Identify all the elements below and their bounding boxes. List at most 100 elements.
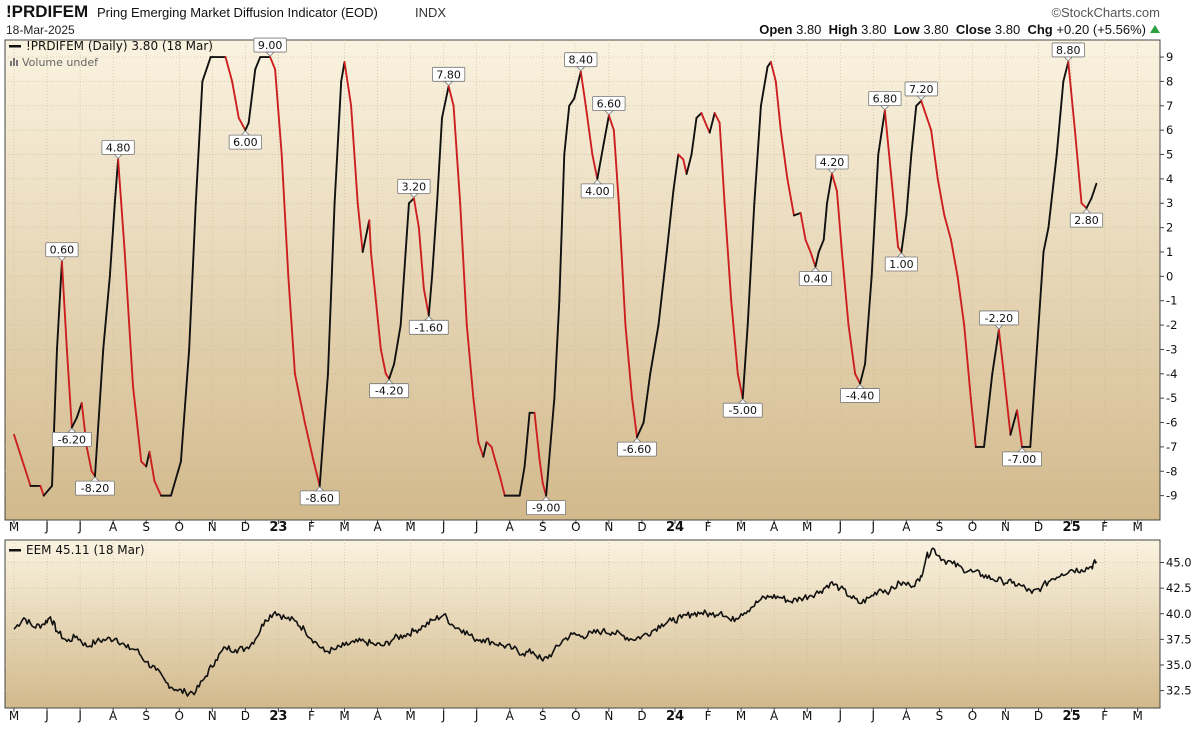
x-tick-label: D xyxy=(637,709,646,723)
series-segment xyxy=(148,450,156,482)
series-segment xyxy=(533,411,541,461)
series-segment xyxy=(287,275,296,375)
annotation-label: -5.00 xyxy=(729,404,757,417)
series-segment xyxy=(950,238,959,278)
annotation-pointer xyxy=(575,66,586,72)
annotation-label: 3.20 xyxy=(402,180,427,193)
annotation-label: 7.20 xyxy=(909,83,934,96)
y-tick-label: 1 xyxy=(1166,245,1173,259)
series-segment xyxy=(774,80,782,132)
annotation-label: -6.60 xyxy=(623,443,651,456)
x-tick-label: M xyxy=(802,520,812,534)
series-segment xyxy=(201,56,212,83)
series-segment xyxy=(840,251,850,327)
series-segment xyxy=(368,219,372,253)
annotation-pointer xyxy=(603,110,614,116)
x-tick-label: M xyxy=(9,709,19,723)
series-segment xyxy=(826,173,833,205)
y-tick-label: 5 xyxy=(1166,148,1173,162)
point-annotation: 7.20 xyxy=(904,81,938,101)
stockcharts-credit[interactable]: ©StockCharts.com xyxy=(1051,5,1160,20)
series-segment xyxy=(814,251,820,268)
high-value: 3.80 xyxy=(861,22,887,37)
series-segment xyxy=(369,251,377,302)
series-segment xyxy=(991,328,1000,375)
series-segment xyxy=(293,372,306,424)
series-segment xyxy=(713,112,721,124)
x-tick-label: N xyxy=(604,709,613,723)
series-segment xyxy=(518,465,526,497)
x-tick-label: A xyxy=(506,709,515,723)
series-segment xyxy=(85,445,93,473)
series-segment xyxy=(558,153,566,302)
y-tick-label: -2 xyxy=(1166,318,1177,332)
annotation-pointer xyxy=(1017,447,1027,453)
annotation-box xyxy=(815,154,849,170)
series-segment xyxy=(1062,60,1070,83)
series-segment xyxy=(102,275,111,351)
annotation-label: 4.80 xyxy=(106,141,131,154)
series-segment xyxy=(224,56,234,83)
series-segment xyxy=(1009,409,1019,436)
x-tick-label: A xyxy=(109,709,118,723)
series-segment xyxy=(642,372,652,424)
point-annotation: 6.00 xyxy=(228,130,262,150)
series-segment xyxy=(51,348,58,487)
series-segment xyxy=(793,212,802,217)
price-legend-swatch xyxy=(9,549,21,552)
x-tick-label: O xyxy=(175,520,184,534)
series-segment xyxy=(636,421,645,439)
series-segment xyxy=(280,153,290,278)
series-segment xyxy=(490,445,496,461)
point-annotation: -6.20 xyxy=(51,427,92,447)
annotation-label: 2.80 xyxy=(1074,214,1099,227)
x-tick-label: O xyxy=(175,709,184,723)
y-tick-label: 9 xyxy=(1166,50,1173,64)
point-annotation: 6.60 xyxy=(592,96,626,116)
x-tick-label: F xyxy=(308,520,315,534)
point-annotation: 2.80 xyxy=(1069,208,1104,228)
x-tick-label: M xyxy=(405,520,415,534)
series-segment xyxy=(123,251,134,387)
annotation-label: 4.20 xyxy=(820,156,845,169)
series-segment xyxy=(75,402,83,419)
series-segment xyxy=(1067,60,1076,132)
annotation-label: -6.20 xyxy=(58,433,86,446)
x-tick-label: D xyxy=(1034,709,1043,723)
x-tick-label: S xyxy=(539,520,547,534)
point-annotation: -7.00 xyxy=(1002,447,1042,467)
series-segment xyxy=(361,219,371,253)
x-tick-label: O xyxy=(571,709,580,723)
series-segment xyxy=(498,475,506,497)
y-tick-label: -1 xyxy=(1166,294,1177,308)
x-tick-label: J xyxy=(77,709,82,723)
annotation-box xyxy=(840,388,880,403)
series-segment xyxy=(1085,197,1093,210)
volume-bars-icon xyxy=(10,58,18,66)
x-tick-label: S xyxy=(936,709,944,723)
series-segment xyxy=(723,202,733,302)
volume-note: Volume undef xyxy=(22,56,99,69)
annotation-box xyxy=(397,178,431,194)
x-tick-label: 25 xyxy=(1063,520,1081,535)
series-segment xyxy=(459,202,468,327)
x-tick-label: N xyxy=(1001,709,1010,723)
point-annotation: 8.40 xyxy=(564,52,598,72)
series-segment xyxy=(672,153,680,193)
open-label: Open xyxy=(759,22,793,37)
annotation-label: -9.00 xyxy=(532,502,560,515)
series-segment xyxy=(254,56,262,71)
x-tick-label: S xyxy=(142,520,150,534)
x-tick-label: J xyxy=(441,709,446,723)
series-segment xyxy=(350,104,359,205)
series-segment xyxy=(541,482,548,497)
annotation-label: -2.20 xyxy=(985,312,1013,325)
series-segment xyxy=(1016,409,1023,448)
point-annotation: 9.00 xyxy=(253,37,287,57)
series-segment xyxy=(956,275,966,327)
series-segment xyxy=(231,80,240,119)
annotation-pointer xyxy=(541,496,552,502)
annotation-label: 6.00 xyxy=(233,136,258,149)
series-segment xyxy=(327,202,336,375)
series-segment xyxy=(835,190,843,253)
